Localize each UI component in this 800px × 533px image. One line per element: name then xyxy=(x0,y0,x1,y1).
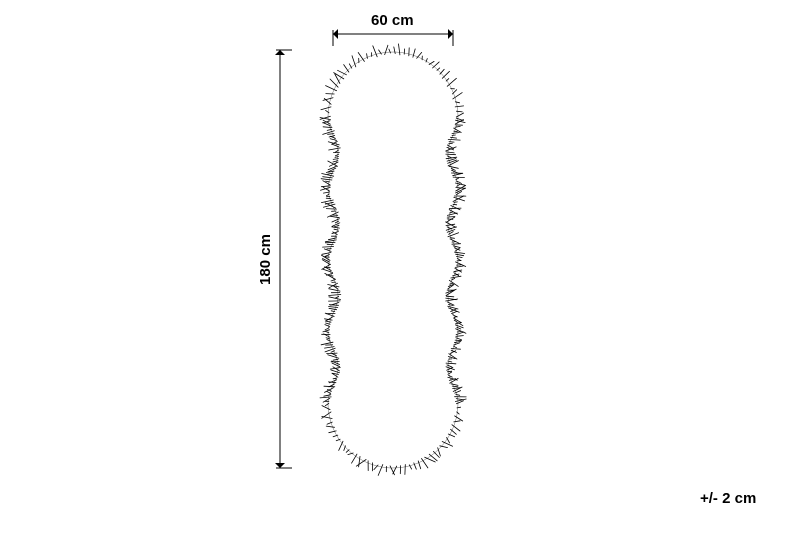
diagram-svg xyxy=(0,0,800,533)
diagram-canvas: 60 cm 180 cm +/- 2 cm xyxy=(0,0,800,533)
height-dimension-label: 180 cm xyxy=(257,234,274,285)
width-dimension-label: 60 cm xyxy=(371,12,414,29)
tolerance-label: +/- 2 cm xyxy=(700,490,756,507)
